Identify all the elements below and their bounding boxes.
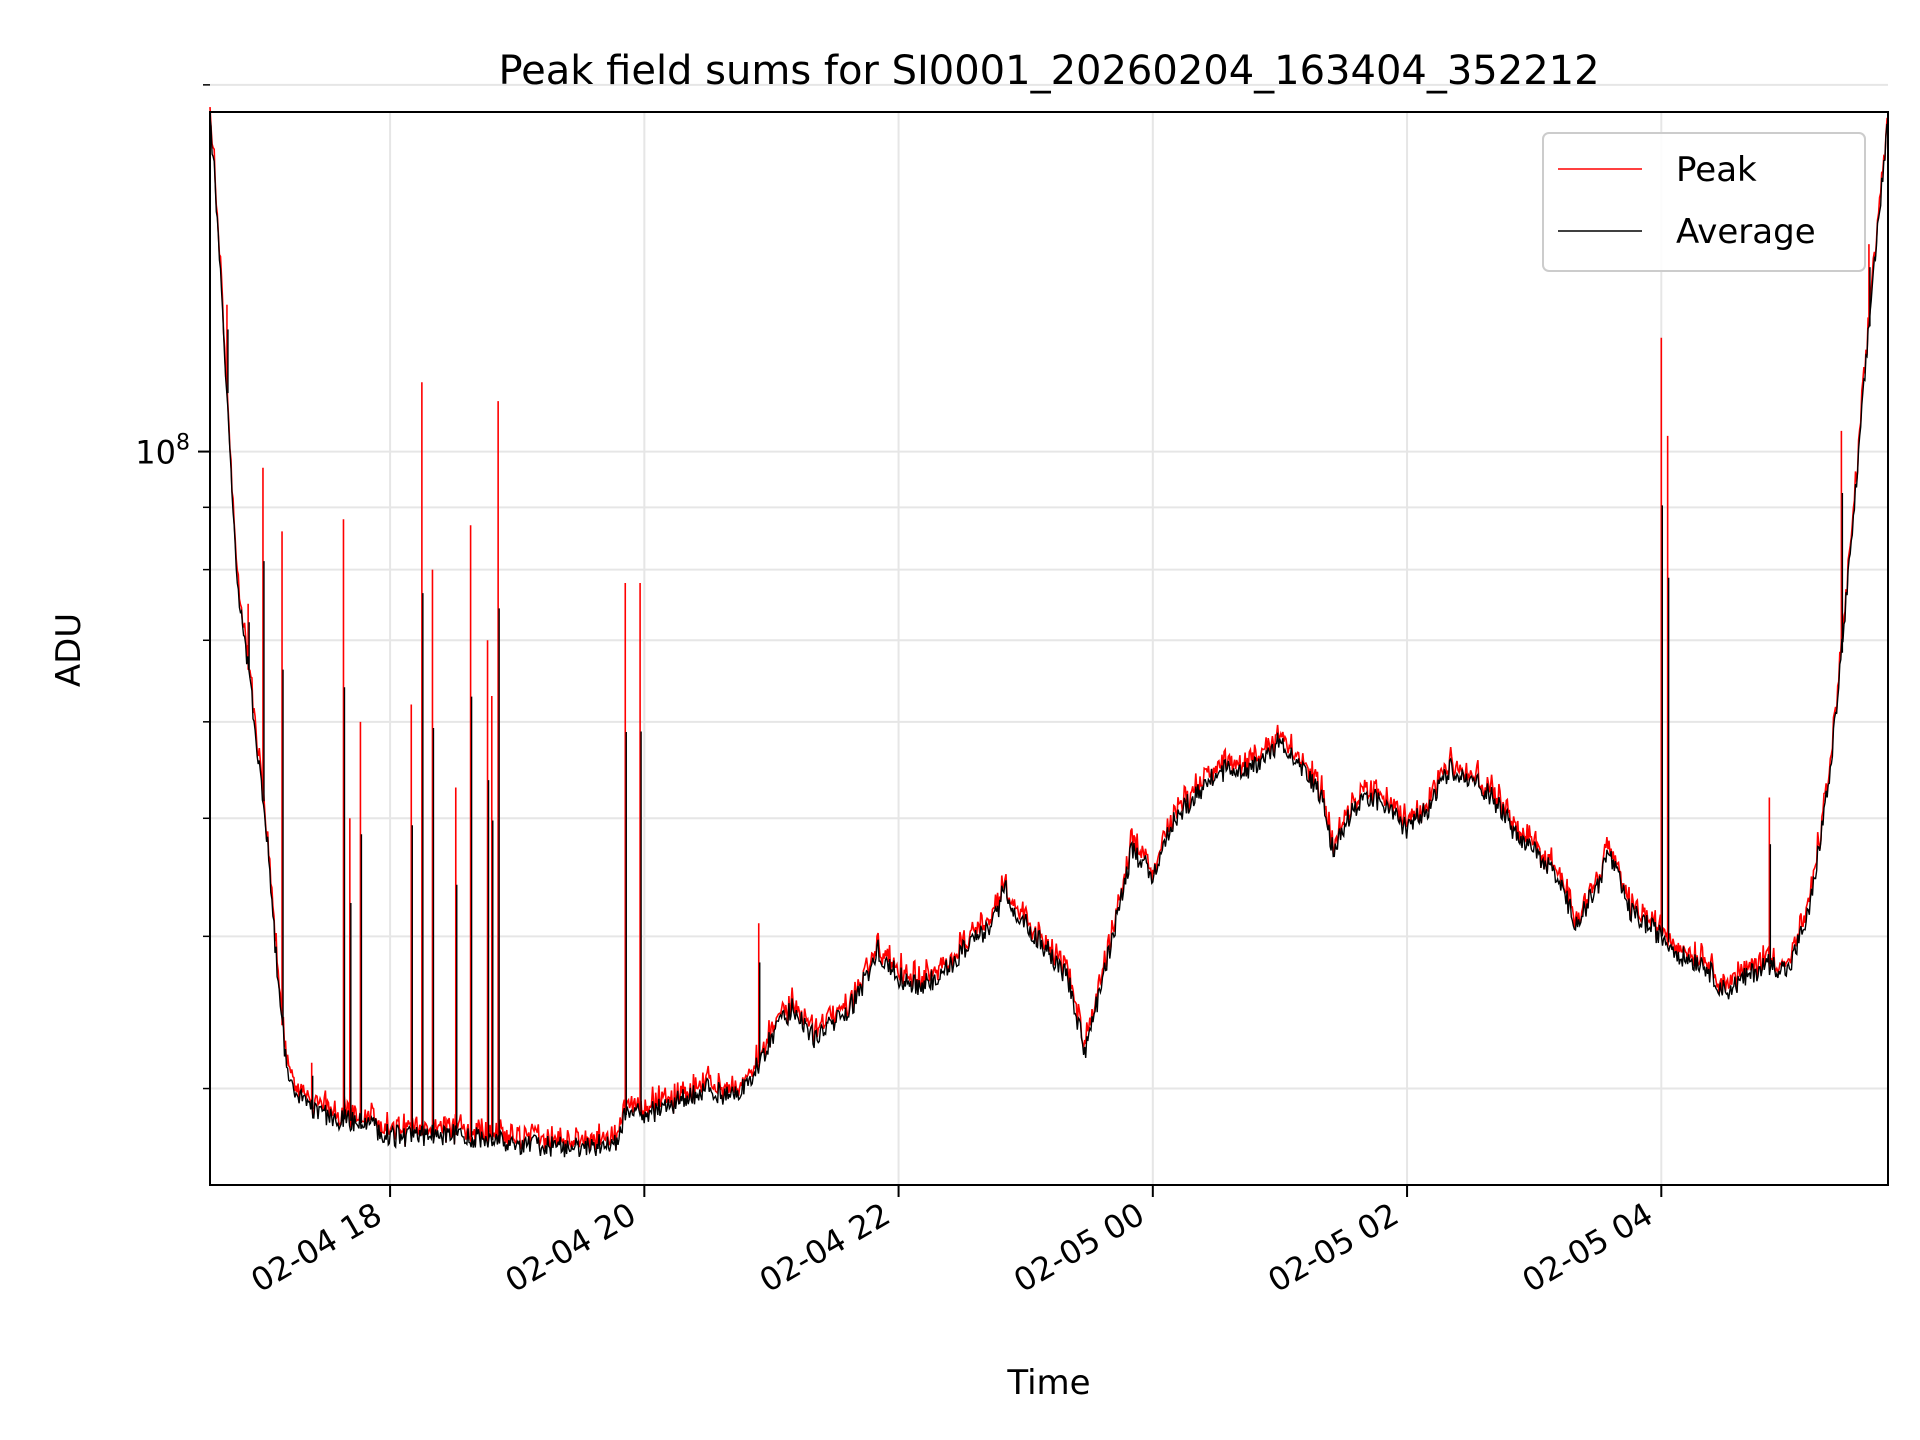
- x-axis-label: Time: [1006, 1363, 1090, 1403]
- y-tick-label: 108: [135, 431, 190, 472]
- y-axis-label: ADU: [49, 613, 89, 687]
- legend: Peak Average: [1542, 132, 1866, 272]
- legend-label-peak: Peak: [1676, 150, 1757, 190]
- legend-box: [1542, 132, 1866, 272]
- average-series-line: [209, 117, 1889, 1158]
- grid: [210, 83, 1888, 1185]
- chart-title: Peak field sums for SI0001_20260204_1634…: [498, 48, 1599, 94]
- plot-frame: [209, 111, 1889, 1186]
- y-tick-label-exponent: 8: [176, 431, 190, 456]
- plot-series: [209, 107, 1889, 1158]
- legend-label-average: Average: [1676, 212, 1816, 252]
